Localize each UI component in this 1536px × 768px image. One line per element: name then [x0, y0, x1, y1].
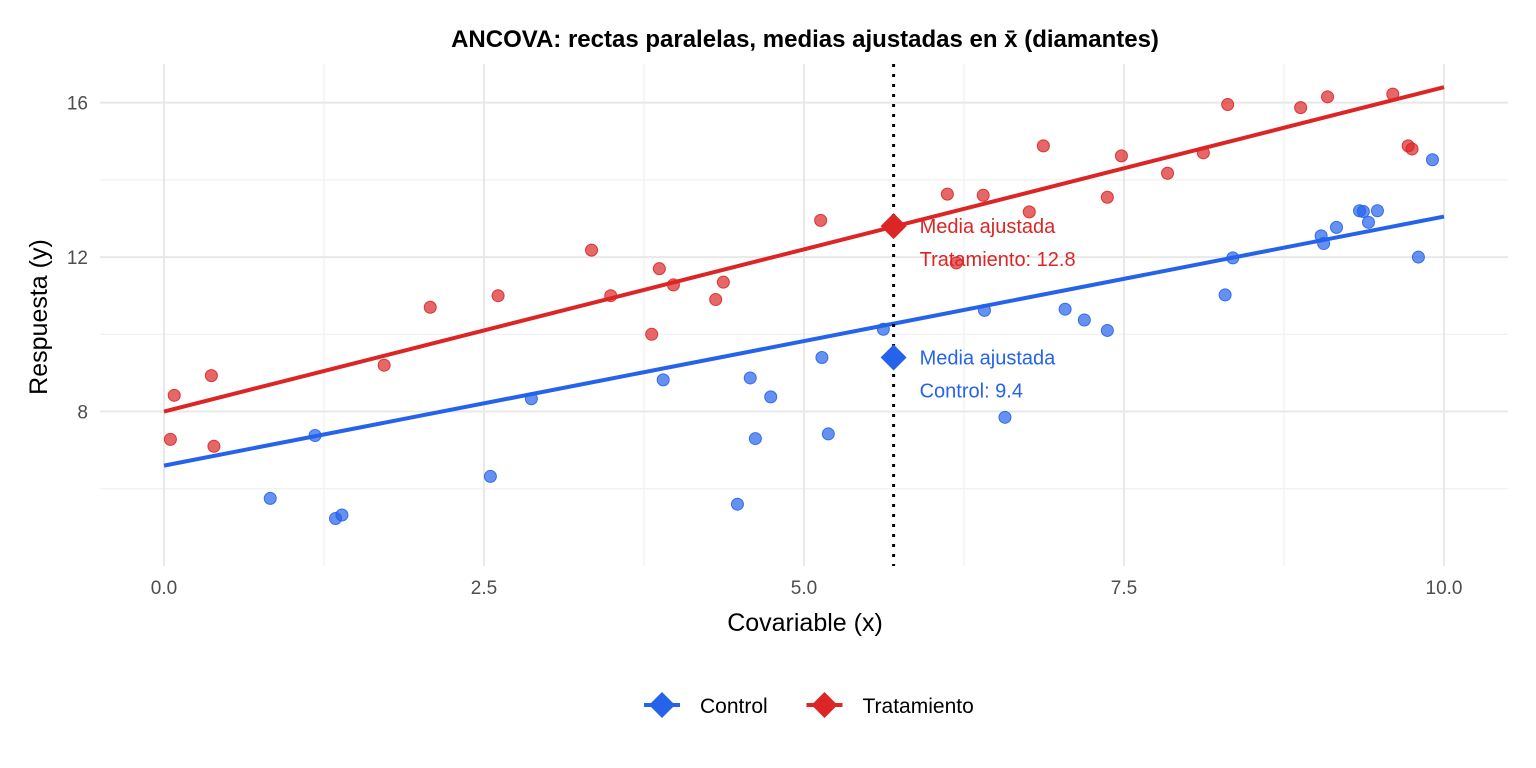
data-point: [814, 213, 828, 227]
data-point: [1361, 215, 1375, 229]
y-tick-label: 16: [67, 94, 88, 115]
data-points: [163, 87, 1439, 526]
y-axis-ticks: 8 12 16: [67, 94, 88, 424]
data-point: [1329, 220, 1343, 234]
data-point: [207, 439, 221, 453]
data-point: [652, 262, 666, 276]
data-point: [1386, 87, 1400, 101]
adjusted-means: [880, 213, 907, 371]
grid: [100, 64, 1508, 566]
data-point: [1161, 166, 1175, 180]
data-point: [377, 358, 391, 372]
data-point: [483, 469, 497, 483]
data-point: [815, 350, 829, 364]
legend-key-diamond: [811, 692, 838, 718]
data-point: [1411, 250, 1425, 264]
data-point: [1077, 313, 1091, 327]
data-point: [1226, 251, 1240, 265]
y-tick-label: 8: [77, 403, 88, 424]
data-point: [1218, 288, 1232, 302]
data-point: [940, 187, 954, 201]
x-tick-label: 7.5: [1111, 578, 1137, 599]
data-point: [263, 491, 277, 505]
data-point: [977, 303, 991, 317]
data-point: [1058, 302, 1072, 316]
adjusted-mean-diamond: [880, 344, 907, 371]
data-point: [748, 432, 762, 446]
data-point: [163, 432, 177, 446]
legend: Control Tratamiento: [644, 692, 974, 718]
legend-label: Tratamiento: [863, 695, 974, 718]
data-point: [585, 243, 599, 257]
x-tick-label: 5.0: [791, 578, 817, 599]
data-point: [821, 427, 835, 441]
adjusted-mean-annotation: Media ajustada: [920, 347, 1057, 369]
data-point: [167, 388, 181, 402]
data-point: [1294, 101, 1308, 115]
data-point: [1022, 205, 1036, 219]
data-point: [656, 373, 670, 387]
data-point: [709, 293, 723, 307]
adjusted-mean-annotation: Media ajustada: [920, 216, 1057, 238]
data-point: [1100, 190, 1114, 204]
data-point: [491, 289, 505, 303]
data-point: [335, 508, 349, 522]
data-point: [666, 278, 680, 292]
x-axis-title: Covariable (x): [727, 609, 883, 637]
data-point: [743, 371, 757, 385]
legend-label: Control: [700, 695, 768, 718]
data-point: [1356, 205, 1370, 219]
data-point: [1321, 90, 1335, 104]
data-point: [1221, 98, 1235, 112]
data-point: [716, 275, 730, 289]
data-point: [764, 390, 778, 404]
x-tick-label: 2.5: [471, 578, 497, 599]
data-point: [1100, 323, 1114, 337]
data-point: [949, 256, 963, 270]
annotations: Media ajustada Control: 9.4 Media ajustada…: [920, 216, 1076, 402]
data-point: [1425, 153, 1439, 167]
data-point: [308, 428, 322, 442]
regression-line: [163, 85, 1445, 414]
adjusted-mean-annotation: Control: 9.4: [920, 380, 1023, 402]
data-point: [204, 369, 218, 383]
y-tick-label: 12: [67, 248, 88, 269]
x-axis-ticks: 0.0 2.5 5.0 7.5 10.0: [151, 578, 1463, 599]
data-point: [976, 188, 990, 202]
data-point: [1405, 142, 1419, 156]
data-point: [423, 300, 437, 314]
data-point: [1370, 204, 1384, 218]
adjusted-mean-annotation: Tratamiento: 12.8: [920, 249, 1076, 271]
data-point: [876, 322, 890, 336]
x-tick-label: 10.0: [1426, 578, 1463, 599]
data-point: [604, 289, 618, 303]
data-point: [730, 497, 744, 511]
data-point: [998, 410, 1012, 424]
data-point: [645, 327, 659, 341]
chart-title: ANCOVA: rectas paralelas, medias ajustad…: [451, 26, 1159, 53]
legend-key-diamond: [649, 692, 675, 718]
x-tick-label: 0.0: [151, 578, 177, 599]
data-point: [1317, 237, 1331, 251]
data-point: [524, 392, 538, 406]
adjusted-mean-diamond: [880, 213, 907, 240]
y-axis-title: Respuesta (y): [25, 239, 53, 395]
data-point: [1114, 149, 1128, 163]
data-point: [1036, 139, 1050, 153]
data-point: [1196, 146, 1210, 160]
